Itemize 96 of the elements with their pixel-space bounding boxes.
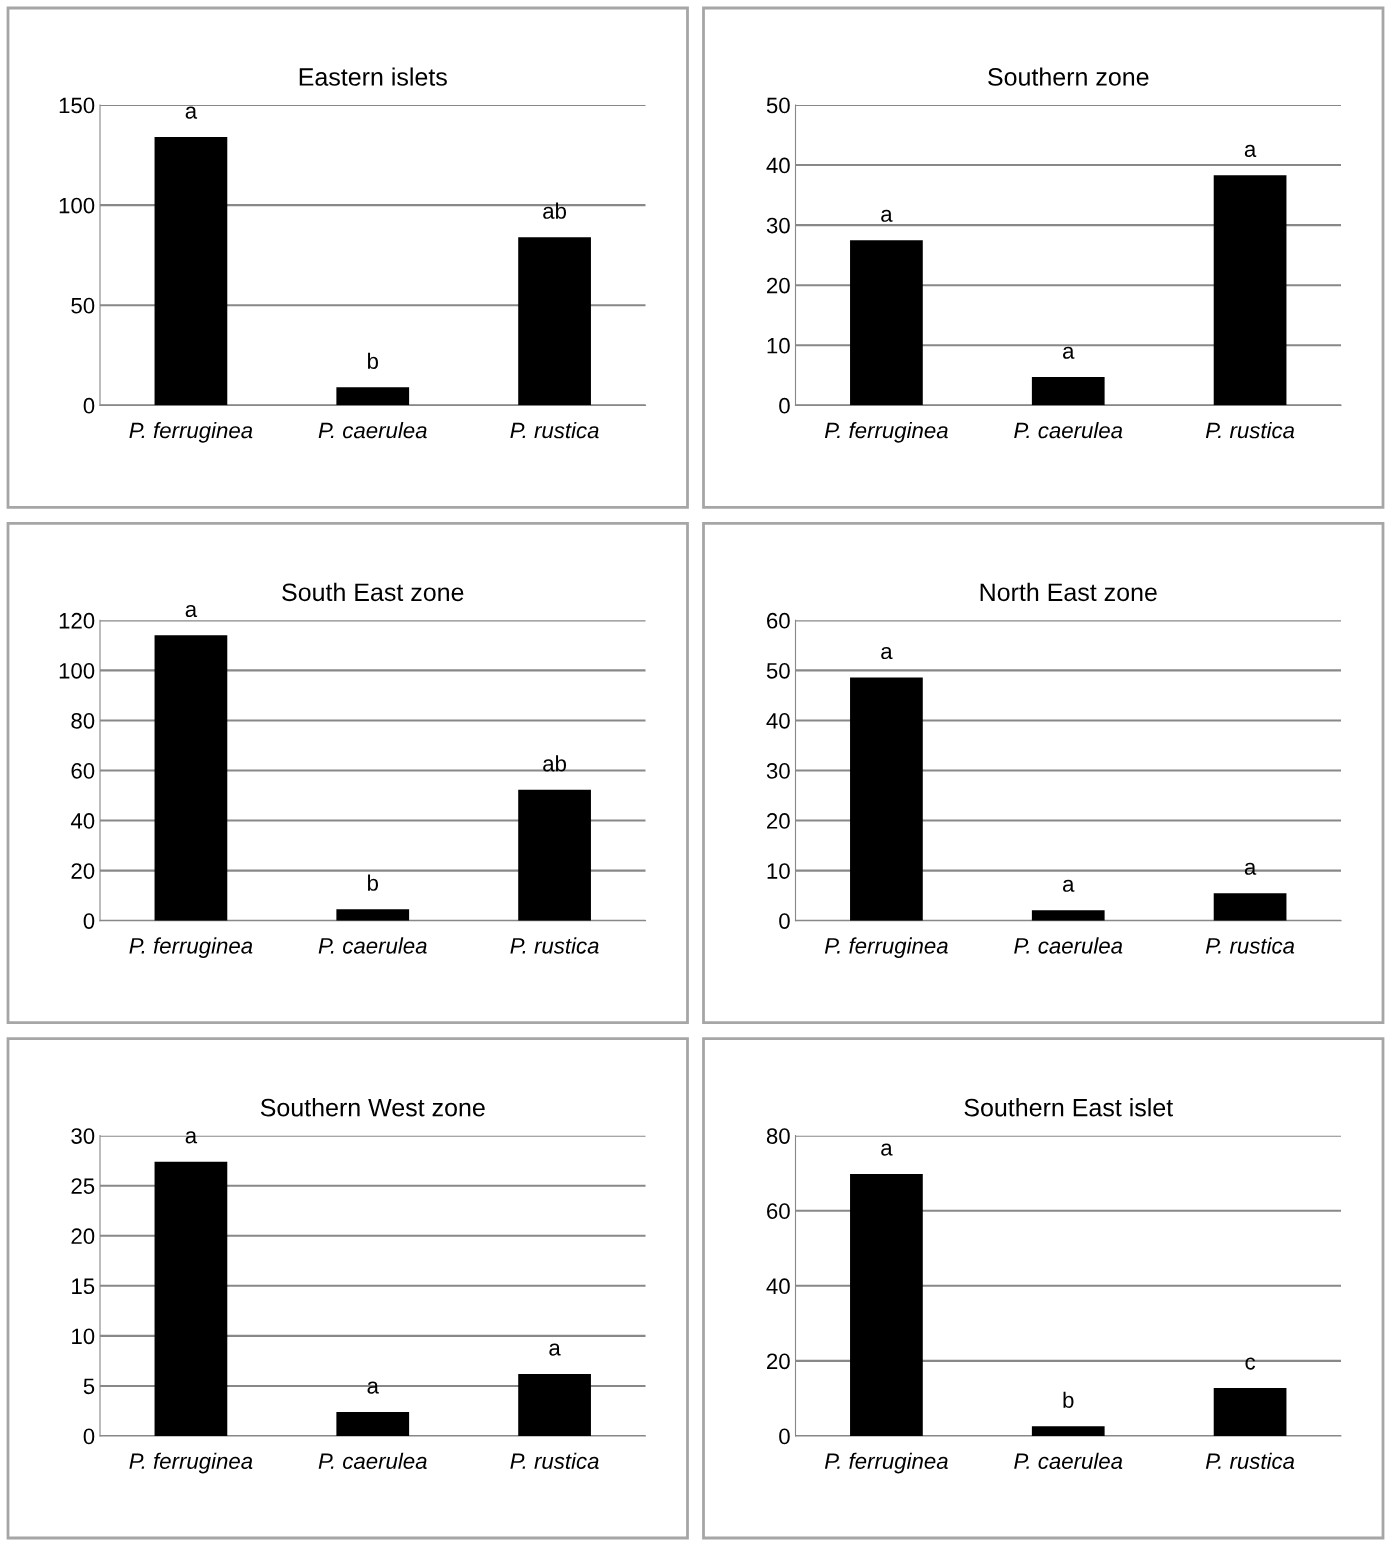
y-tick-label: 50 xyxy=(71,297,95,314)
y-tick-label: 150 xyxy=(59,97,95,114)
annotation: a xyxy=(185,604,198,618)
y-tick-label: 120 xyxy=(59,612,95,629)
chart-title: Southern zone xyxy=(988,67,1149,86)
annotation: c xyxy=(1245,1357,1256,1370)
y-tick-label: 0 xyxy=(779,913,790,929)
bar xyxy=(518,789,591,921)
bar xyxy=(154,635,228,921)
annotation: b xyxy=(368,352,378,370)
x-tick-label: P. rustica xyxy=(510,422,599,439)
y-tick-label: 0 xyxy=(779,397,790,414)
annotation: a xyxy=(881,209,893,222)
x-tick-label: P. caerulea xyxy=(318,1452,427,1469)
x-tick-label: P. ferruginea xyxy=(824,422,948,443)
y-tick-label: 80 xyxy=(71,712,95,729)
bar xyxy=(1031,910,1105,921)
y-tick-label: 100 xyxy=(59,197,95,214)
x-tick-label: P. ferruginea xyxy=(129,1452,253,1474)
y-tick-label: 10 xyxy=(767,863,790,879)
bar xyxy=(850,1173,923,1436)
y-tick-label: 0 xyxy=(83,1428,95,1445)
bar xyxy=(336,909,410,921)
bar xyxy=(1213,175,1287,406)
bar xyxy=(518,237,591,406)
y-tick-label: 50 xyxy=(766,662,790,679)
x-tick-label: P. ferruginea xyxy=(824,937,948,959)
x-tick-label: P. caerulea xyxy=(1014,422,1123,439)
x-tick-label: P. rustica xyxy=(1205,937,1295,954)
x-tick-label: P. caerulea xyxy=(318,937,427,954)
x-tick-label: P. rustica xyxy=(1205,422,1295,439)
annotation: ab xyxy=(543,202,567,219)
y-tick-label: 40 xyxy=(766,712,790,729)
chart-title: Southern East islet xyxy=(964,1098,1173,1117)
x-tick-label: P. rustica xyxy=(510,937,599,954)
annotation: ab xyxy=(543,755,567,772)
bar xyxy=(154,1161,228,1436)
y-tick-label: 15 xyxy=(72,1278,95,1295)
y-tick-label: 0 xyxy=(779,1428,790,1445)
y-tick-label: 10 xyxy=(767,337,790,354)
y-tick-label: 80 xyxy=(766,1128,790,1144)
y-tick-label: 10 xyxy=(72,1328,95,1345)
x-tick-label: P. ferruginea xyxy=(129,937,253,959)
annotation: a xyxy=(1244,862,1257,875)
bar xyxy=(336,387,410,406)
y-tick-label: 5 xyxy=(83,1378,95,1395)
annotation: a xyxy=(185,1131,198,1144)
y-tick-label: 30 xyxy=(71,1128,95,1144)
bar xyxy=(850,677,923,921)
x-tick-label: P. ferruginea xyxy=(129,422,253,443)
y-tick-label: 20 xyxy=(767,1353,790,1370)
y-tick-label: 60 xyxy=(71,763,95,779)
y-tick-label: 40 xyxy=(766,1278,790,1295)
annotation: a xyxy=(881,646,893,660)
x-tick-label: P. caerulea xyxy=(1014,1452,1123,1469)
x-tick-label: P. caerulea xyxy=(318,422,427,439)
chart-title: Southern West zone xyxy=(260,1098,485,1117)
annotation: a xyxy=(1063,346,1075,359)
y-tick-label: 30 xyxy=(766,217,790,234)
y-tick-label: 25 xyxy=(71,1178,95,1194)
y-tick-label: 60 xyxy=(767,612,790,629)
bar xyxy=(154,137,228,406)
x-tick-label: P. caerulea xyxy=(1014,937,1123,954)
y-tick-label: 20 xyxy=(767,277,790,294)
bar xyxy=(1213,1387,1287,1436)
y-tick-label: 20 xyxy=(71,863,95,879)
bar xyxy=(1031,377,1105,406)
x-tick-label: P. ferruginea xyxy=(824,1452,948,1474)
y-tick-label: 40 xyxy=(70,813,95,829)
annotation: a xyxy=(367,1381,379,1394)
annotation: a xyxy=(881,1143,893,1156)
y-tick-label: 60 xyxy=(767,1203,790,1220)
bar xyxy=(850,240,923,406)
y-tick-label: 0 xyxy=(83,913,95,929)
bar xyxy=(518,1373,591,1436)
chart-title: South East zone xyxy=(282,582,464,602)
annotation: b xyxy=(368,874,378,891)
y-tick-label: 0 xyxy=(83,397,95,414)
annotation: a xyxy=(185,106,198,119)
y-tick-label: 30 xyxy=(766,763,790,779)
y-tick-label: 50 xyxy=(766,97,790,114)
chart-title: Eastern islets xyxy=(299,67,447,86)
annotation: b xyxy=(1063,1391,1074,1408)
bar xyxy=(1031,1426,1105,1436)
y-tick-label: 100 xyxy=(59,662,95,679)
x-tick-label: P. rustica xyxy=(1205,1452,1295,1469)
annotation: a xyxy=(549,1343,561,1356)
annotation: a xyxy=(1063,879,1075,892)
chart-title: North East zone xyxy=(980,582,1157,602)
bar xyxy=(336,1411,410,1436)
annotation: a xyxy=(1244,144,1257,157)
y-tick-label: 20 xyxy=(767,813,790,829)
x-tick-label: P. rustica xyxy=(510,1452,599,1469)
y-tick-label: 20 xyxy=(71,1228,95,1245)
y-tick-label: 40 xyxy=(766,157,790,174)
bar xyxy=(1213,893,1287,921)
